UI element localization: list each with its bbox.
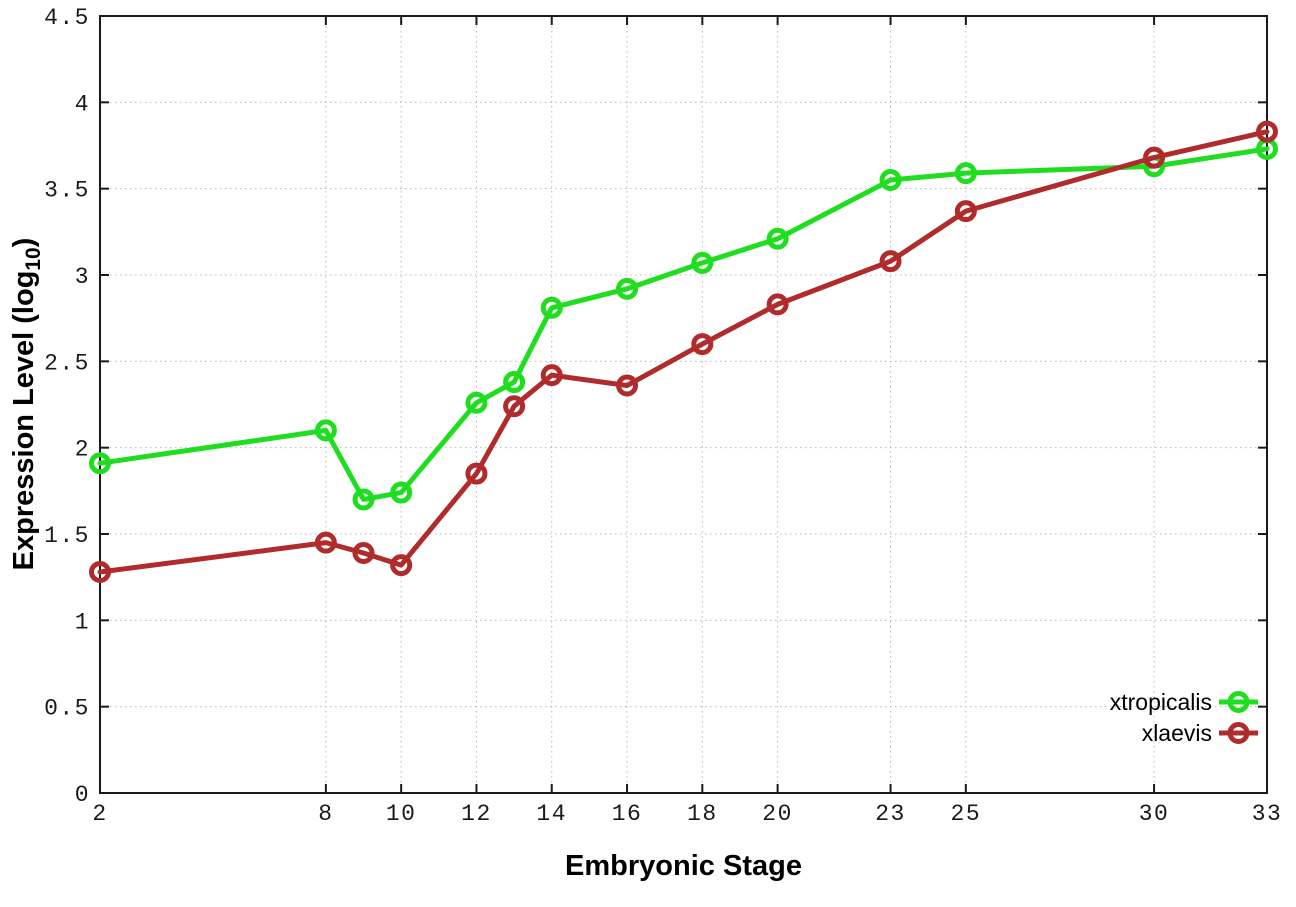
data-point-xlaevis-30	[1143, 146, 1166, 169]
x-tick-label-33: 33	[1252, 801, 1283, 827]
data-point-xtropicalis-12	[465, 391, 488, 414]
data-point-xlaevis-13	[503, 395, 526, 418]
data-point-xtropicalis-25	[954, 162, 977, 185]
data-point-xlaevis-18	[691, 333, 714, 356]
y-tick-label-3.5: 3.5	[44, 178, 90, 204]
plot-border	[99, 15, 1268, 794]
series-xtropicalis	[89, 137, 1278, 511]
y-tick-label-3: 3	[75, 264, 90, 290]
data-point-xlaevis-16	[616, 374, 639, 397]
x-tick-labels: 2 8 10 12 14 16 18 20 23 25 30 33	[92, 801, 1283, 827]
data-point-xlaevis-2	[89, 560, 111, 583]
y-tick-label-0.5: 0.5	[44, 696, 90, 722]
tick-marks	[99, 15, 1268, 794]
data-point-xtropicalis-18	[691, 251, 714, 274]
x-tick-label-10: 10	[386, 801, 417, 827]
data-point-xtropicalis-20	[766, 227, 789, 250]
x-tick-label-12: 12	[461, 801, 492, 827]
x-tick-label-8: 8	[318, 801, 333, 827]
series-xlaevis	[89, 120, 1278, 583]
x-tick-label-23: 23	[875, 801, 906, 827]
data-point-xlaevis-14	[540, 364, 563, 387]
series-line-xtropicalis	[97, 146, 1270, 502]
legend-label-xlaevis: xlaevis	[1142, 720, 1212, 746]
series-line-xlaevis	[97, 129, 1270, 575]
legend-label-xtropicalis: xtropicalis	[1110, 689, 1212, 715]
x-tick-label-2: 2	[92, 801, 107, 827]
y-tick-label-4: 4	[75, 91, 90, 117]
data-point-xlaevis-25	[954, 200, 977, 223]
data-point-xtropicalis-23	[879, 169, 902, 192]
y-tick-label-2.5: 2.5	[44, 350, 90, 376]
legend-marker-xtropicalis	[1227, 691, 1250, 713]
y-tick-label-1: 1	[75, 609, 90, 635]
y-axis-title-suffix: )	[8, 237, 41, 248]
x-tick-label-18: 18	[687, 801, 718, 827]
data-point-xlaevis-10	[390, 554, 413, 577]
gridlines	[99, 15, 1268, 794]
data-point-xlaevis-9	[352, 541, 375, 564]
y-axis-title-subscript: 10	[21, 247, 45, 271]
data-point-xlaevis-12	[465, 462, 488, 485]
x-tick-label-16: 16	[612, 801, 643, 827]
data-point-xlaevis-8	[314, 531, 337, 554]
data-point-xlaevis-23	[879, 250, 902, 273]
x-tick-label-14: 14	[536, 801, 567, 827]
y-tick-labels: 0 0.5 1 1.5 2 2.5 3 3.5 4 4.5	[44, 5, 90, 808]
data-point-xtropicalis-2	[89, 452, 111, 475]
x-tick-label-20: 20	[762, 801, 793, 827]
x-tick-label-25: 25	[951, 801, 982, 827]
data-point-xtropicalis-9	[352, 488, 375, 511]
y-axis-title-prefix: Expression Level (log	[8, 270, 41, 571]
y-tick-label-2: 2	[75, 437, 90, 463]
x-tick-label-30: 30	[1139, 801, 1170, 827]
y-axis-title: Expression Level (log10)	[8, 238, 46, 571]
data-point-xlaevis-33	[1256, 120, 1278, 143]
legend: xtropicalis xlaevis	[1110, 689, 1258, 746]
legend-marker-xlaevis	[1227, 722, 1250, 744]
data-point-xtropicalis-10	[390, 481, 413, 504]
x-axis-title-text: Embryonic Stage	[565, 850, 802, 882]
y-tick-label-4.5: 4.5	[44, 5, 90, 31]
data-point-xlaevis-20	[766, 293, 789, 316]
x-axis-title: Embryonic Stage	[100, 850, 1267, 883]
data-point-xtropicalis-16	[616, 277, 639, 300]
data-point-xtropicalis-14	[540, 296, 563, 319]
data-point-xtropicalis-13	[503, 371, 526, 394]
data-point-xtropicalis-8	[314, 419, 337, 442]
y-tick-label-1.5: 1.5	[44, 523, 90, 549]
y-tick-label-0: 0	[75, 782, 90, 808]
